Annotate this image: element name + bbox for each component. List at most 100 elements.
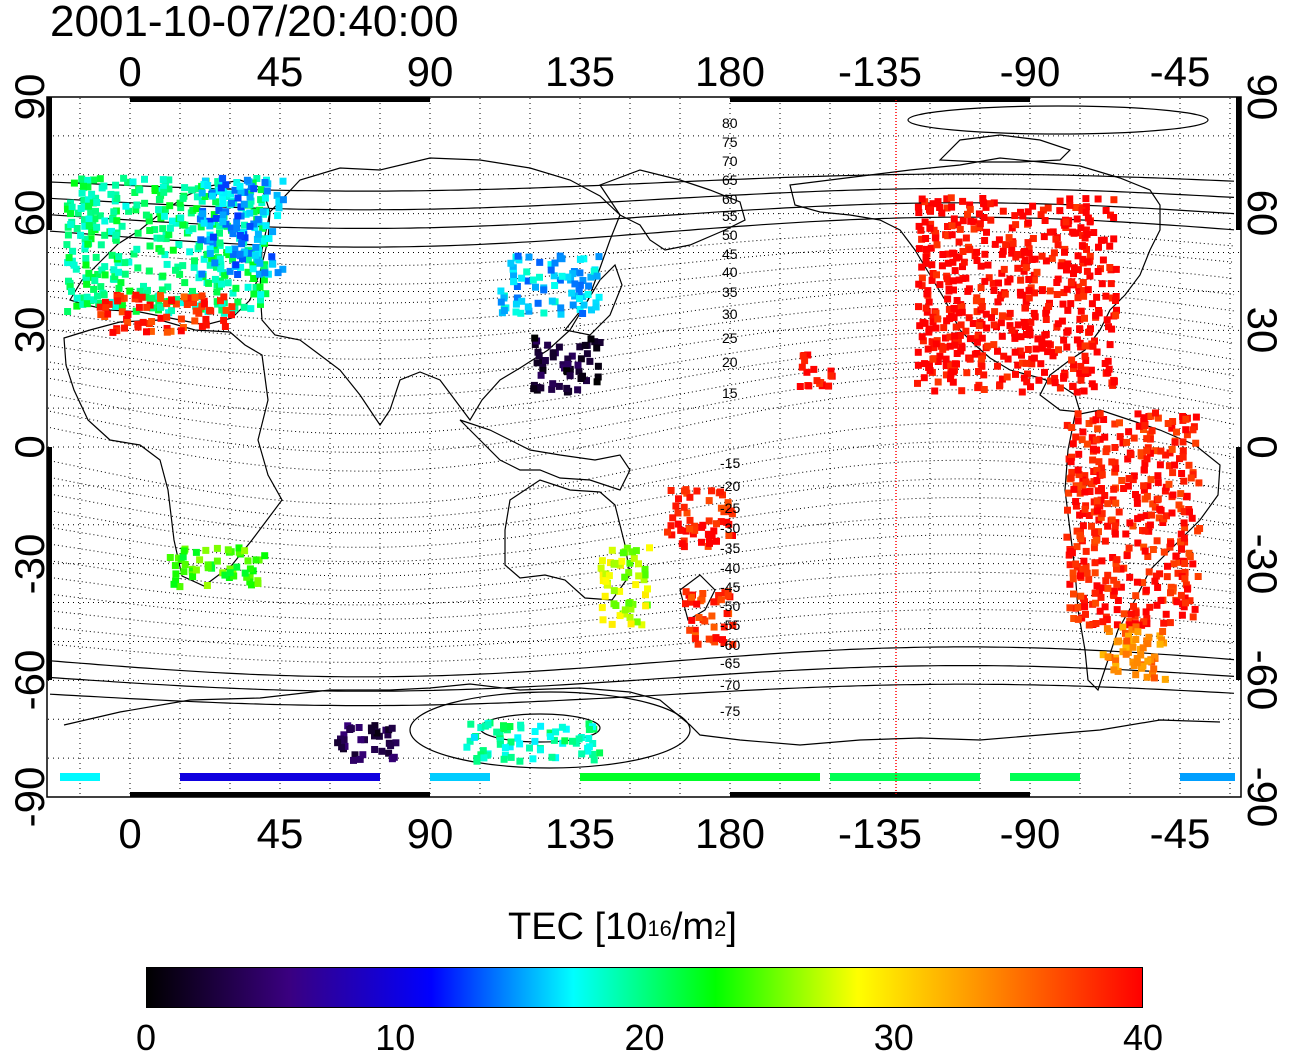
tec-cell [973,350,981,357]
tec-cell [1159,519,1167,526]
tec-cell [588,306,595,314]
tec-cell [1144,553,1152,560]
tec-cell [392,739,400,747]
colorbar-tick-label: 20 [624,1017,665,1058]
tec-cell [168,297,176,305]
tec-cell [212,214,220,222]
tec-cell [1101,603,1109,611]
tec-cell [1194,573,1202,580]
tec-cell [477,724,485,732]
tec-cell [1130,472,1138,480]
tec-cell [1012,221,1020,229]
tec-cell [796,383,804,390]
tec-cell [1150,665,1158,673]
tec-cell [1000,265,1008,273]
tec-cell [121,259,129,267]
tec-cell [1154,584,1162,591]
tec-cell [161,206,169,214]
contour-label: -35 [720,540,740,556]
tec-cell [1005,234,1013,242]
contour-label: -70 [720,677,740,693]
tec-cell [1169,418,1177,425]
tec-cell [257,186,265,194]
tec-cell [166,224,174,232]
tec-cell [161,251,169,259]
tec-cell [116,292,124,300]
contour-line [49,422,1235,505]
tec-cell [121,270,129,278]
tec-cell [1087,366,1095,374]
tec-cell [1137,651,1145,659]
tec-cell [998,332,1006,340]
tec-cell [1103,445,1111,453]
tec-cell [1145,527,1153,535]
tec-cell [1081,366,1089,374]
tec-cell [257,296,264,304]
tec-cell [958,387,966,395]
tec-cell [1093,293,1101,301]
tec-cell [1103,616,1111,624]
tec-cell [256,206,263,214]
tec-cell [1054,275,1062,283]
tec-cell [1029,202,1037,210]
tec-cell [1063,266,1070,274]
tec-cell [1084,286,1092,294]
tec-cell [83,293,91,301]
tec-cell [1067,458,1075,466]
contour-label: -75 [720,703,740,719]
lat-tick-label-right: -60 [1239,650,1286,711]
tec-cell [1063,533,1071,541]
tec-cell [1124,482,1132,490]
tec-cell [596,339,604,346]
tec-cell [965,285,973,293]
tec-cell [64,231,72,239]
tec-cell [997,319,1005,327]
tec-cell [959,248,967,255]
tec-cell [1068,549,1076,557]
tec-cell [1076,369,1084,377]
tec-cell [82,274,90,282]
tec-cell [1156,505,1164,513]
tec-cell [509,264,517,272]
tec-cell [536,258,544,266]
tec-cell [1063,285,1071,293]
tec-cell [1104,500,1112,508]
tec-cell [991,308,999,316]
tec-cell [1112,311,1120,319]
tec-cell [1065,489,1073,497]
tec-cell [1113,606,1121,614]
tec-cell [143,328,150,336]
tec-cell [914,361,922,369]
tec-cell [587,273,595,281]
tec-cell [191,293,199,301]
tec-cell [1177,538,1185,546]
tec-cell [1142,608,1150,616]
tec-cell [590,756,598,764]
tec-cell [576,269,584,277]
tec-cell [579,277,587,284]
tec-cell [143,303,151,311]
tec-cell [695,614,703,621]
tec-cell [208,254,216,262]
tec-cell [635,560,642,568]
tec-cell [1120,485,1128,492]
tec-cell [1154,479,1162,487]
tec-cell [680,503,688,511]
axis-labels: 0045459090135135180180-135-135-90-90-45-… [6,48,1286,857]
tec-cell [514,734,522,742]
tec-cell [466,737,474,745]
tec-cell [540,309,548,317]
tec-cell [706,539,713,547]
tec-cell [479,747,487,755]
tec-cell [965,314,973,322]
tec-cell [1000,352,1008,360]
tec-cell [994,362,1001,370]
tec-cell [251,224,259,232]
tec-cell [228,303,236,311]
tec-cell [1092,620,1100,627]
tec-cell [197,236,205,244]
tec-cell [1189,613,1197,621]
tec-cell [531,334,539,342]
tec-cell [134,229,142,237]
tec-cell [1082,226,1090,234]
